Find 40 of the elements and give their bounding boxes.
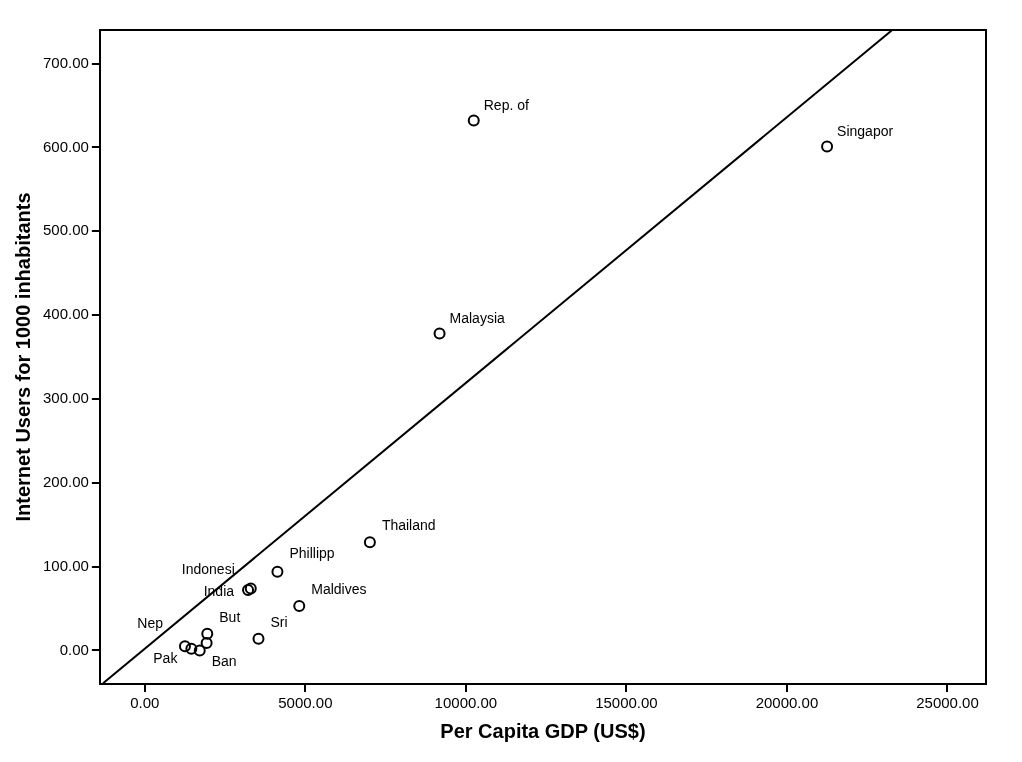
- point: [185, 642, 198, 655]
- point: [821, 140, 834, 153]
- y-tick-label: 0.00: [59, 640, 89, 658]
- point: [433, 327, 446, 340]
- point: [200, 636, 213, 649]
- x-tick-label: 10000.00: [434, 694, 498, 712]
- annotation: Sri: [270, 613, 288, 630]
- annotation: Nep: [137, 615, 164, 632]
- point: [201, 627, 214, 640]
- point: [178, 640, 191, 653]
- x-tick-label: 5000.00: [278, 694, 333, 712]
- x-tick-label: 0.00: [130, 694, 160, 712]
- point: [293, 600, 306, 613]
- y-axis-title: Internet Users for 1000 inhabitants: [11, 192, 34, 522]
- x-axis-title: Per Capita GDP (US$): [440, 719, 646, 742]
- y-tick-label: 100.00: [42, 556, 89, 574]
- point: [252, 632, 265, 645]
- point: [271, 565, 284, 578]
- point: [193, 644, 206, 657]
- annotation: Thailand: [381, 517, 436, 534]
- annotation: But: [219, 608, 241, 625]
- x-tick-label: 20000.00: [755, 694, 819, 712]
- annotation: Rep. of: [483, 97, 529, 114]
- y-tick-label: 200.00: [42, 472, 89, 490]
- annotation: Phillipp: [289, 544, 335, 561]
- y-tick-label: 600.00: [42, 137, 89, 155]
- y-tick-label: 400.00: [42, 305, 89, 323]
- x-tick-label: 15000.00: [595, 694, 658, 712]
- annotation: Malaysia: [449, 310, 506, 327]
- annotation: Pak: [153, 649, 179, 666]
- annotation: Maldives: [311, 580, 367, 597]
- annotation: Indonesi: [181, 561, 235, 578]
- y-tick-label: 700.00: [42, 53, 89, 71]
- y-tick-label: 500.00: [42, 221, 89, 239]
- point: [467, 114, 480, 127]
- point: [363, 536, 376, 549]
- x-tick-label: 25000.00: [916, 694, 979, 712]
- annotation: Singapor: [837, 123, 894, 140]
- y-tick-label: 300.00: [42, 389, 89, 407]
- annotation: Ban: [211, 653, 237, 670]
